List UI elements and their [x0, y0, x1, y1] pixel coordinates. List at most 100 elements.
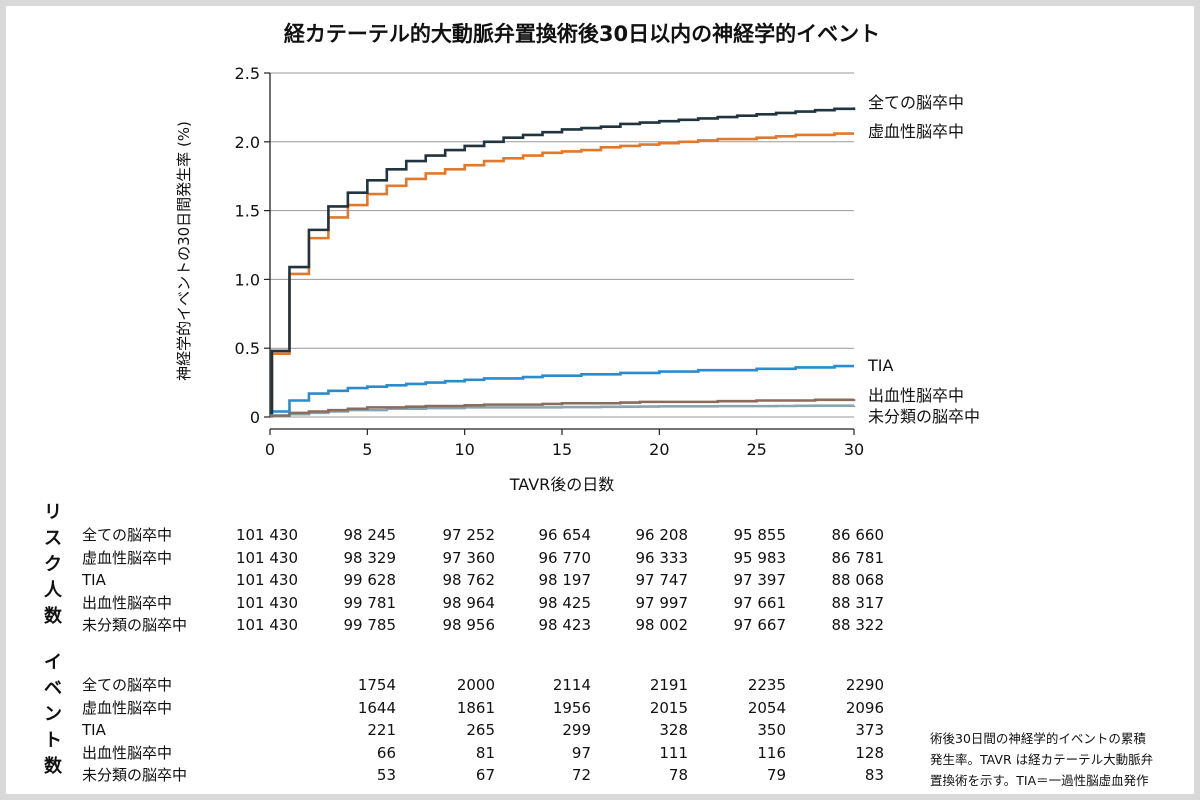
- y-tick-label: 2.5: [235, 64, 260, 83]
- y-axis-label: 神経学的イベントの30日間発生率 (%): [175, 121, 193, 381]
- risk-table-cell: 98 423: [538, 616, 592, 635]
- risk-table-row: 全ての脳卒中 101 430 98 245 97 252 96 654 96 208 95 …: [6, 524, 906, 546]
- series-line-1: [270, 107, 856, 415]
- risk-table-cell: 97 747: [635, 571, 689, 590]
- event-table-cell: 79: [766, 766, 786, 785]
- risk-table-row-label: 出血性脳卒中: [82, 593, 173, 612]
- risk-table-row: TIA 101 430 99 628 98 762 98 197 97 747 97 397…: [6, 569, 906, 591]
- risk-table-row: 出血性脳卒中 101 430 99 781 98 964 98 425 97 997 97 …: [6, 592, 906, 614]
- legend-label: 未分類の脳卒中: [868, 407, 980, 426]
- series-line-4: [270, 398, 856, 418]
- risk-table-cell: 101 430: [235, 593, 298, 612]
- event-table-cell: 83: [864, 766, 884, 785]
- risk-table-cell: 101 430: [235, 548, 298, 567]
- risk-table-cell: 98 425: [538, 593, 592, 612]
- risk-table-cell: 97 997: [635, 593, 689, 612]
- risk-table-cell: 96 208: [635, 526, 689, 544]
- risk-table-cell: 96 770: [538, 548, 592, 567]
- risk-table-cell: 88 068: [831, 571, 885, 590]
- event-table-row-label: 全ての脳卒中: [82, 676, 173, 694]
- event-table-row-label: 未分類の脳卒中: [82, 766, 188, 785]
- event-table-cell: 2290: [845, 676, 884, 694]
- x-tick-label: 20: [649, 440, 669, 459]
- event-table-cell: 81: [475, 743, 495, 762]
- risk-table-cell: 101 430: [235, 571, 298, 590]
- figure-panel: 経カテーテル的大動脈弁置換術後30日以内の神経学的イベント 0 0.5 1.0 1.5…: [6, 6, 1194, 794]
- event-table-cell: 2000: [456, 676, 495, 694]
- footnote-line-3: 置換術を示す。TIA＝一過性脳虚血発作: [930, 773, 1149, 788]
- event-table-cell: 1861: [456, 698, 495, 717]
- risk-table-cell: 88 322: [831, 616, 885, 635]
- event-table-cell: 2096: [845, 698, 884, 717]
- risk-table-cell: 95 855: [733, 526, 787, 544]
- risk-table-cell: 88 317: [831, 593, 885, 612]
- event-table-row: TIA 221 265 299 328 350 373: [6, 719, 906, 741]
- risk-table-cell: 101 430: [235, 616, 298, 635]
- risk-table-cell: 96 654: [538, 526, 592, 544]
- event-table-cell: 2015: [649, 698, 688, 717]
- event-table-title: イベント数: [44, 652, 62, 777]
- grid-lines: [270, 72, 854, 418]
- risk-table-cell: 97 397: [733, 571, 787, 590]
- event-table-cell: 299: [562, 721, 591, 740]
- risk-table-cell: 97 661: [733, 593, 787, 612]
- event-table-row: 全ての脳卒中 1754 2000 2114 2191 2235 2290: [6, 674, 906, 696]
- risk-table-cell: 86 660: [831, 526, 885, 544]
- y-tick-label: 1.5: [235, 202, 260, 221]
- event-table-cell: 265: [466, 721, 495, 740]
- event-table-cell: 116: [757, 743, 786, 762]
- risk-table-cell: 99 781: [343, 593, 397, 612]
- event-table-cell: 72: [571, 766, 591, 785]
- y-tick-label: 2.0: [235, 133, 260, 152]
- event-table-row: 虚血性脳卒中 1644 1861 1956 2015 2054 2096: [6, 697, 906, 719]
- risk-table-cell: 97 252: [442, 526, 496, 544]
- event-table-cell: 111: [659, 743, 688, 762]
- risk-table-row: 未分類の脳卒中 101 430 99 785 98 956 98 423 98 002 97…: [6, 614, 906, 636]
- event-table-cell: 328: [659, 721, 688, 740]
- series-lines: [270, 107, 856, 418]
- risk-table-cell: 95 983: [733, 548, 787, 567]
- event-table-cell: 221: [367, 721, 396, 740]
- risk-table-cell: 96 333: [635, 548, 689, 567]
- risk-table-cell: 97 667: [733, 616, 787, 635]
- event-table-row: 未分類の脳卒中 53 67 72 78 79 83: [6, 764, 906, 786]
- event-table-cell: 2191: [649, 676, 688, 694]
- legend-label: 出血性脳卒中: [868, 386, 964, 405]
- risk-table-cell: 98 197: [538, 571, 592, 590]
- event-table-cell: 373: [855, 721, 884, 740]
- event-table-cell: 2235: [747, 676, 786, 694]
- event-table-cell: 53: [376, 766, 396, 785]
- series-line-2: [270, 132, 854, 415]
- risk-table-cell: 98 762: [442, 571, 496, 590]
- event-table-cell: 67: [475, 766, 495, 785]
- risk-table-cell: 99 785: [343, 616, 397, 635]
- risk-table-cell: 86 781: [831, 548, 885, 567]
- footnote-line-1: 術後30日間の神経学的イベントの累積: [930, 731, 1146, 746]
- risk-table-cell: 97 360: [442, 548, 496, 567]
- risk-table-row: 虚血性脳卒中 101 430 98 329 97 360 96 770 96 333 95 …: [6, 547, 906, 569]
- axes: 0 0.5 1.0 1.5 2.0 2.5 0 5 10 15 20 25 30: [235, 64, 865, 459]
- event-table-cell: 1644: [357, 698, 396, 717]
- series-line-5: [270, 404, 856, 418]
- risk-table-row-label: 未分類の脳卒中: [82, 616, 188, 635]
- y-tick-label: 0: [250, 408, 260, 427]
- risk-table-title: リスク人数: [44, 502, 62, 627]
- y-tick-label: 1.0: [235, 270, 260, 289]
- event-table-row-label: 出血性脳卒中: [82, 743, 173, 762]
- series-line-3: [270, 364, 854, 416]
- event-table-cell: 78: [668, 766, 688, 785]
- x-axis-label: TAVR後の日数: [509, 475, 615, 494]
- footnote: 術後30日間の神経学的イベントの累積 発生率。TAVR は経カテーテル大動脈弁 …: [930, 728, 1180, 791]
- risk-table-cell: 98 956: [442, 616, 496, 635]
- event-table-cell: 2054: [747, 698, 786, 717]
- event-table-cell: 1956: [552, 698, 591, 717]
- event-table-cell: 66: [376, 743, 396, 762]
- risk-table-cell: 98 002: [635, 616, 689, 635]
- figure-title: 経カテーテル的大動脈弁置換術後30日以内の神経学的イベント: [283, 22, 881, 46]
- x-tick-label: 15: [552, 440, 572, 459]
- y-tick-label: 0.5: [235, 339, 260, 358]
- footnote-line-2: 発生率。TAVR は経カテーテル大動脈弁: [930, 752, 1154, 767]
- chart-area: 0 0.5 1.0 1.5 2.0 2.5 0 5 10 15 20 25 30 全ての脳卒中虚血性脳卒…: [175, 64, 980, 494]
- risk-table-row-label: 全ての脳卒中: [82, 526, 173, 544]
